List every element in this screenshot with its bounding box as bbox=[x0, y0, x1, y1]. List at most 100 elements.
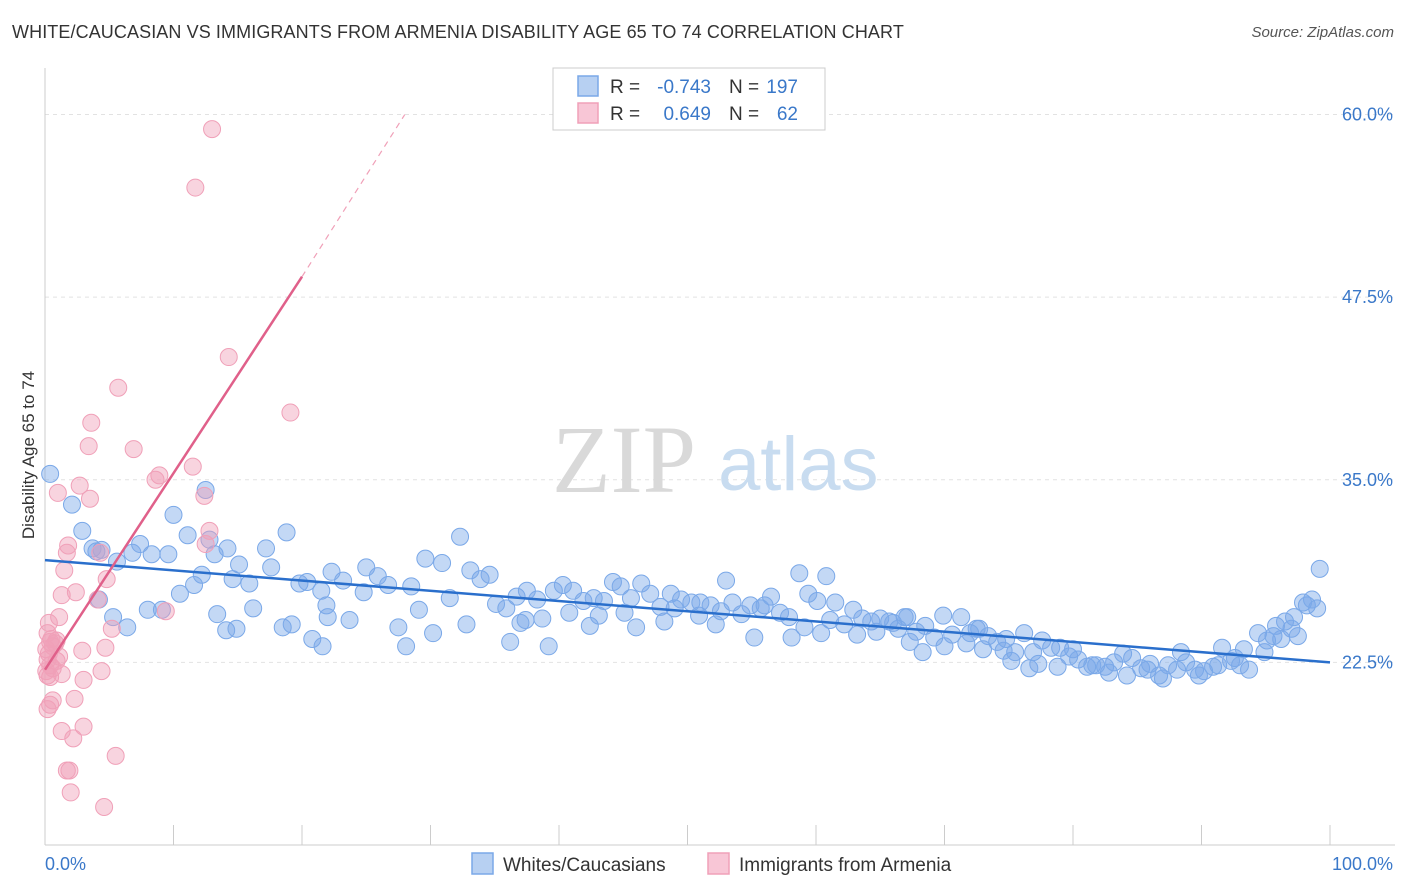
point-whites-96 bbox=[799, 584, 818, 603]
point-whites-34 bbox=[282, 615, 301, 634]
point-whites-98 bbox=[817, 567, 836, 586]
point-whites-59 bbox=[451, 527, 470, 546]
point-whites-200 bbox=[516, 611, 535, 630]
legend-label-armenia: Immigrants from Armenia bbox=[739, 855, 952, 876]
point-armenia-14 bbox=[195, 486, 214, 505]
point-whites-55 bbox=[416, 549, 435, 568]
point-whites-149 bbox=[1276, 612, 1295, 631]
point-whites-94 bbox=[780, 608, 799, 627]
point-armenia-26 bbox=[50, 608, 69, 627]
point-whites-152 bbox=[1303, 590, 1322, 609]
point-whites-29 bbox=[244, 599, 263, 618]
stats-swatch-whites bbox=[577, 75, 599, 97]
point-armenia-48 bbox=[92, 662, 111, 681]
watermark: ZIP atlas bbox=[552, 406, 879, 513]
point-armenia-33 bbox=[102, 619, 121, 638]
point-whites-187 bbox=[1153, 669, 1172, 688]
point-whites-142 bbox=[1213, 638, 1232, 657]
point-whites-156 bbox=[511, 613, 530, 632]
point-armenia-49 bbox=[65, 689, 84, 708]
stats-n-value-2: 62 bbox=[777, 104, 798, 125]
point-whites-33 bbox=[277, 523, 296, 542]
point-whites-199 bbox=[1308, 599, 1327, 618]
point-whites-15 bbox=[185, 575, 204, 594]
point-whites-175 bbox=[957, 634, 976, 653]
point-whites-1 bbox=[62, 495, 81, 514]
point-whites-54 bbox=[318, 608, 337, 627]
point-whites-69 bbox=[544, 581, 563, 600]
point-whites-12 bbox=[164, 505, 183, 524]
point-whites-186 bbox=[1138, 660, 1157, 679]
point-whites-196 bbox=[1288, 627, 1307, 646]
point-whites-205 bbox=[895, 608, 914, 627]
point-whites-83 bbox=[672, 590, 691, 609]
point-whites-81 bbox=[655, 612, 674, 631]
point-whites-185 bbox=[1117, 666, 1136, 685]
point-whites-183 bbox=[1083, 656, 1102, 675]
point-whites-79 bbox=[641, 584, 660, 603]
point-whites-169 bbox=[848, 625, 867, 644]
x-tick-label-0: 0.0% bbox=[45, 854, 86, 874]
point-whites-45 bbox=[379, 575, 398, 594]
point-whites-17 bbox=[196, 480, 215, 499]
point-whites-38 bbox=[317, 596, 336, 615]
point-whites-90 bbox=[741, 596, 760, 615]
point-whites-162 bbox=[690, 606, 709, 625]
point-whites-165 bbox=[745, 628, 764, 647]
point-whites-68 bbox=[533, 609, 552, 628]
point-whites-49 bbox=[409, 600, 428, 619]
point-whites-70 bbox=[553, 575, 572, 594]
point-armenia-59 bbox=[61, 783, 80, 802]
point-whites-31 bbox=[262, 558, 281, 577]
point-armenia-9 bbox=[183, 457, 202, 476]
point-armenia-56 bbox=[106, 746, 125, 765]
watermark-zip: ZIP bbox=[552, 406, 696, 513]
point-whites-132 bbox=[1123, 648, 1142, 667]
point-whites-198 bbox=[1297, 596, 1316, 615]
trendline-armenia bbox=[43, 276, 304, 671]
point-whites-48 bbox=[402, 577, 421, 596]
point-whites-62 bbox=[480, 565, 499, 584]
point-whites-202 bbox=[665, 599, 684, 618]
point-whites-146 bbox=[1249, 624, 1268, 643]
source-credit: Source: ZipAtlas.com bbox=[1251, 24, 1394, 41]
point-armenia-45 bbox=[41, 667, 60, 686]
point-whites-80 bbox=[651, 597, 670, 616]
stats-r-label-1: R = bbox=[610, 77, 640, 98]
point-whites-184 bbox=[1099, 663, 1118, 682]
point-whites-137 bbox=[1168, 660, 1187, 679]
point-whites-159 bbox=[580, 616, 599, 635]
point-whites-76 bbox=[611, 577, 630, 596]
point-whites-99 bbox=[826, 593, 845, 612]
point-whites-160 bbox=[615, 603, 634, 622]
point-whites-72 bbox=[574, 592, 593, 611]
point-whites-42 bbox=[354, 583, 373, 602]
y-tick-label-3: 60.0% bbox=[1342, 105, 1393, 125]
point-whites-168 bbox=[821, 611, 840, 630]
stats-swatch-armenia bbox=[577, 102, 599, 124]
point-whites-27 bbox=[230, 555, 249, 574]
point-whites-179 bbox=[1020, 659, 1039, 678]
point-armenia-7 bbox=[124, 440, 143, 459]
y-tick-label-1: 35.0% bbox=[1342, 470, 1393, 490]
point-whites-178 bbox=[1002, 651, 1021, 670]
legend-label-whites: Whites/Caucasians bbox=[503, 855, 666, 876]
point-whites-57 bbox=[433, 554, 452, 573]
point-whites-111 bbox=[934, 606, 953, 625]
stats-r-label-2: R = bbox=[610, 104, 640, 125]
stats-box: R = -0.743 N = 197 R = 0.649 N = 62 bbox=[552, 67, 826, 131]
point-whites-189 bbox=[1189, 666, 1208, 685]
point-whites-8 bbox=[131, 535, 150, 554]
point-whites-174 bbox=[935, 637, 954, 656]
point-armenia-19 bbox=[91, 543, 110, 562]
point-armenia-17 bbox=[59, 536, 78, 555]
point-armenia-0 bbox=[203, 120, 222, 139]
point-whites-153 bbox=[1310, 559, 1329, 578]
point-whites-16 bbox=[192, 565, 211, 584]
point-armenia-55 bbox=[64, 729, 83, 748]
point-whites-53 bbox=[313, 637, 332, 656]
point-whites-164 bbox=[717, 571, 736, 590]
point-whites-13 bbox=[170, 584, 189, 603]
point-whites-2 bbox=[73, 521, 92, 540]
